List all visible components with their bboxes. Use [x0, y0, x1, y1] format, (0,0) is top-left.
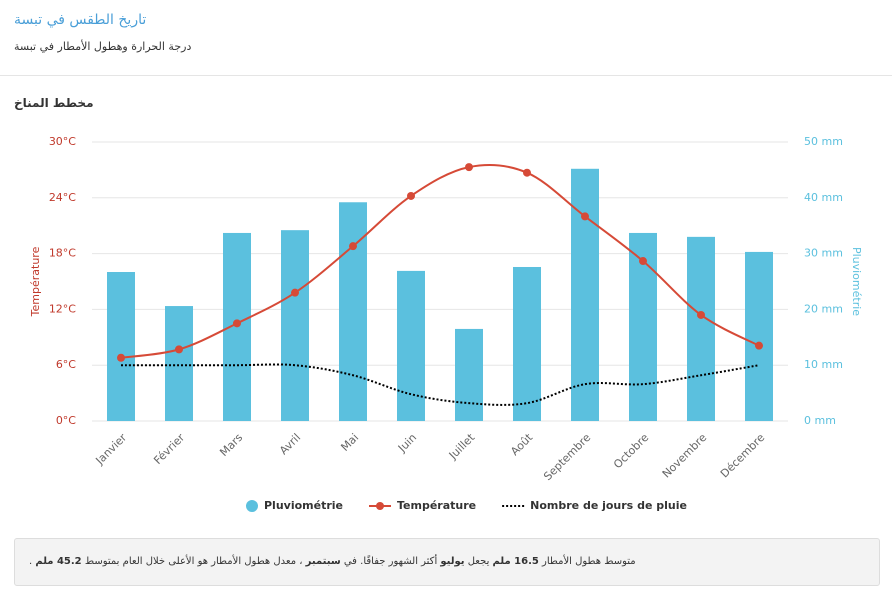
y-tick-label: 18°C [49, 247, 76, 260]
x-tick-label: Avril [277, 431, 303, 457]
temperature-point [233, 319, 241, 328]
y2-tick-label: 20 mm [804, 302, 843, 315]
chart: 0°C 6°C 12°C 18°C 24°C 30°C 0 mm 10 mm 20 mm 30 m… [29, 135, 863, 512]
y-tick-label: 12°C [49, 302, 76, 315]
y2-tick-label: 10 mm [804, 358, 843, 371]
x-tick-label: Janvier [93, 431, 130, 468]
y-tick-label: 24°C [49, 191, 76, 204]
legend-label: Nombre de jours de pluie [530, 499, 687, 512]
temperature-point [697, 310, 705, 319]
legend-label: Pluviométrie [264, 499, 343, 512]
legend-symbol [246, 500, 258, 512]
y2-axis-title: Pluviométrie [850, 247, 863, 316]
section-title: مخطط المناخ [14, 96, 94, 110]
summary-part: سبتمبر [305, 556, 341, 567]
summary-part: . [29, 556, 36, 567]
bar [339, 202, 367, 421]
x-tick-label: Mai [338, 431, 361, 454]
temperature-point [291, 288, 299, 297]
summary-part: متوسط هطول الأمطار [538, 556, 636, 567]
bar [571, 168, 599, 421]
x-tick-label: Février [151, 431, 187, 467]
bar [687, 236, 715, 421]
bar [107, 272, 135, 421]
bar [513, 266, 541, 421]
bar [397, 270, 425, 421]
temperature-point [639, 257, 647, 266]
y2-tick-label: 40 mm [804, 191, 843, 204]
summary-part: يوليو [440, 556, 465, 567]
summary-part: يجعل [464, 556, 493, 567]
bar [165, 306, 193, 421]
y-tick-label: 6°C [56, 358, 76, 371]
x-tick-label: Décembre [718, 431, 768, 481]
temperature-point [755, 341, 763, 350]
bar [281, 230, 309, 421]
x-tick-label: Octobre [611, 431, 651, 471]
separator [0, 75, 892, 76]
y2-tick-label: 50 mm [804, 135, 843, 148]
temperature-point [117, 353, 125, 362]
temperature-point [523, 168, 531, 177]
bar [455, 328, 483, 421]
temperature-point [175, 345, 183, 354]
temperature-point [465, 163, 473, 172]
summary-part: 16.5 ملم [492, 556, 539, 567]
legend-label: Température [397, 499, 476, 512]
title: تاريخ الطقس في تبسة [14, 12, 147, 28]
subtitle: درجة الحرارة وهطول الأمطار في تبسة [14, 40, 192, 53]
y-tick-label: 30°C [49, 135, 76, 148]
x-tick-label: Novembre [660, 431, 710, 481]
x-tick-label: Juillet [446, 431, 478, 463]
summary-part: 45.2 ملم [35, 556, 82, 567]
rain-days-line [121, 363, 760, 406]
y2-tick-label: 0 mm [804, 414, 836, 427]
summary: متوسط هطول الأمطار 16.5 ملم يجعل يوليو أ… [14, 538, 880, 586]
temperature-point [407, 191, 415, 200]
x-tick-label: Septembre [541, 431, 593, 483]
x-tick-label: Juin [395, 431, 419, 455]
x-tick-label: Mars [217, 431, 245, 459]
y-axis-title: Température [29, 246, 42, 317]
summary-part: ، معدل هطول الأمطار هو الأعلى خلال العام… [81, 556, 306, 567]
temperature-point [349, 242, 357, 251]
y-tick-label: 0°C [56, 414, 76, 427]
bar [745, 251, 773, 421]
summary-part: أكثر الشهور جفافًا. في [340, 556, 441, 567]
temperature-point [581, 212, 589, 221]
x-tick-label: Août [508, 431, 536, 459]
y2-tick-label: 30 mm [804, 247, 843, 260]
temperature-line [120, 164, 760, 359]
legend-symbol [376, 502, 384, 510]
